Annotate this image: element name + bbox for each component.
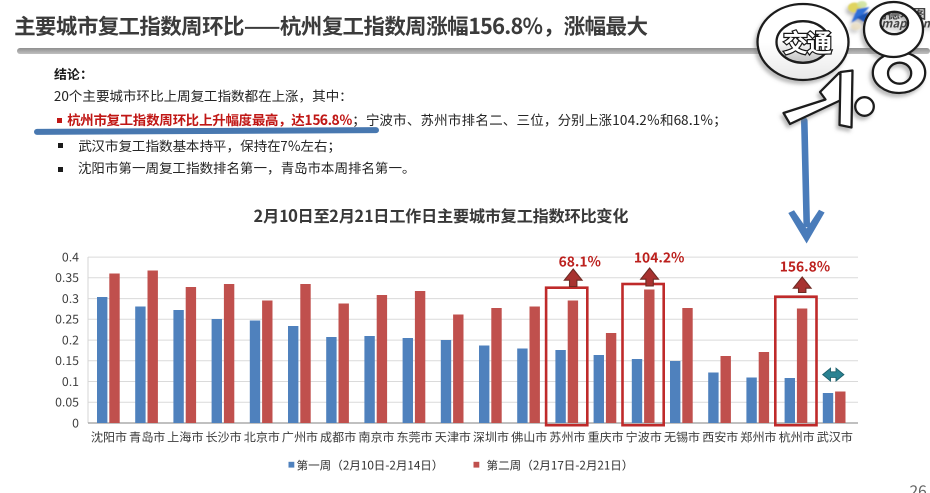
svg-text:0.2: 0.2 — [62, 330, 79, 348]
svg-text:0.35: 0.35 — [55, 268, 79, 286]
svg-text:0.4: 0.4 — [62, 247, 79, 265]
svg-text:第二周（2月17日-2月21日）: 第二周（2月17日-2月21日） — [487, 457, 634, 473]
svg-text:第一周（2月10日-2月14日）: 第一周（2月10日-2月14日） — [297, 457, 444, 473]
svg-text:0.1: 0.1 — [62, 372, 79, 390]
svg-text:0.25: 0.25 — [55, 310, 79, 328]
svg-text:南京市: 南京市 — [358, 429, 394, 446]
svg-text:宁波市: 宁波市 — [626, 429, 662, 446]
svg-text:2月10日至2月21日工作日主要城市复工指数环比变化: 2月10日至2月21日工作日主要城市复工指数环比变化 — [254, 203, 629, 227]
svg-text:0.3: 0.3 — [62, 289, 79, 307]
svg-text:0.05: 0.05 — [55, 393, 79, 411]
svg-text:杭州市: 杭州市 — [778, 429, 814, 446]
svg-text:东莞市: 东莞市 — [396, 429, 432, 446]
svg-text:深圳市: 深圳市 — [473, 429, 509, 446]
svg-text:26: 26 — [910, 480, 927, 493]
svg-text:156.8%: 156.8% — [780, 256, 830, 276]
svg-text:交通: 交通 — [783, 24, 832, 60]
svg-text:重庆市: 重庆市 — [587, 429, 623, 446]
svg-text:郑州市: 郑州市 — [740, 429, 776, 446]
svg-text:无锡市: 无锡市 — [664, 429, 700, 446]
svg-text:佛山市: 佛山市 — [511, 429, 547, 446]
svg-text:104.2%: 104.2% — [634, 247, 684, 267]
svg-text:青岛市: 青岛市 — [129, 429, 165, 446]
svg-text:长沙市: 长沙市 — [205, 429, 241, 446]
svg-text:0.15: 0.15 — [55, 351, 79, 369]
svg-text:沈阳市: 沈阳市 — [91, 429, 127, 446]
svg-text:成都市: 成都市 — [320, 429, 356, 446]
svg-text:68.1%: 68.1% — [559, 251, 601, 271]
svg-text:广州市: 广州市 — [282, 429, 318, 446]
svg-text:苏州市: 苏州市 — [549, 429, 585, 446]
svg-text:西安市: 西安市 — [702, 429, 738, 446]
svg-text:北京市: 北京市 — [244, 429, 280, 446]
svg-text:天津市: 天津市 — [435, 429, 471, 446]
svg-text:0: 0 — [72, 413, 79, 431]
svg-text:上海市: 上海市 — [167, 429, 203, 446]
svg-text:武汉市: 武汉市 — [817, 429, 853, 446]
